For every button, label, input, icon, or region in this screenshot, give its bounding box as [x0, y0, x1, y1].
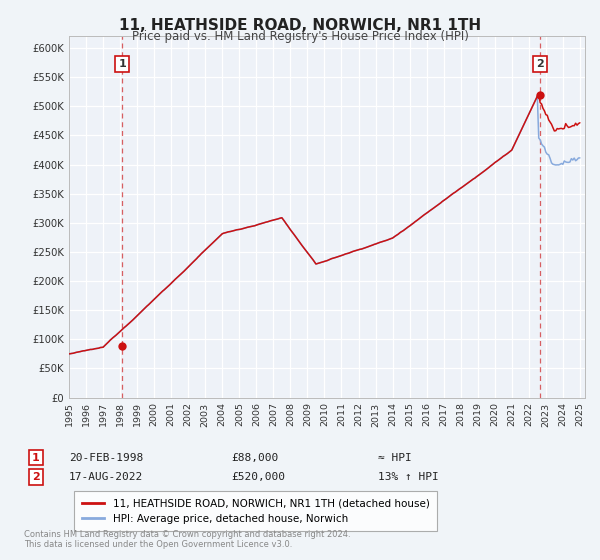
Text: 11, HEATHSIDE ROAD, NORWICH, NR1 1TH: 11, HEATHSIDE ROAD, NORWICH, NR1 1TH — [119, 18, 481, 33]
Text: £520,000: £520,000 — [231, 472, 285, 482]
Text: 2: 2 — [32, 472, 40, 482]
Legend: 11, HEATHSIDE ROAD, NORWICH, NR1 1TH (detached house), HPI: Average price, detac: 11, HEATHSIDE ROAD, NORWICH, NR1 1TH (de… — [74, 491, 437, 531]
Text: Price paid vs. HM Land Registry's House Price Index (HPI): Price paid vs. HM Land Registry's House … — [131, 30, 469, 43]
Text: This data is licensed under the Open Government Licence v3.0.: This data is licensed under the Open Gov… — [24, 540, 292, 549]
Text: 17-AUG-2022: 17-AUG-2022 — [69, 472, 143, 482]
Text: 1: 1 — [118, 59, 126, 69]
Text: Contains HM Land Registry data © Crown copyright and database right 2024.: Contains HM Land Registry data © Crown c… — [24, 530, 350, 539]
Text: 2: 2 — [536, 59, 544, 69]
Text: 13% ↑ HPI: 13% ↑ HPI — [378, 472, 439, 482]
Text: £88,000: £88,000 — [231, 452, 278, 463]
Text: 20-FEB-1998: 20-FEB-1998 — [69, 452, 143, 463]
Text: 1: 1 — [32, 452, 40, 463]
Text: ≈ HPI: ≈ HPI — [378, 452, 412, 463]
